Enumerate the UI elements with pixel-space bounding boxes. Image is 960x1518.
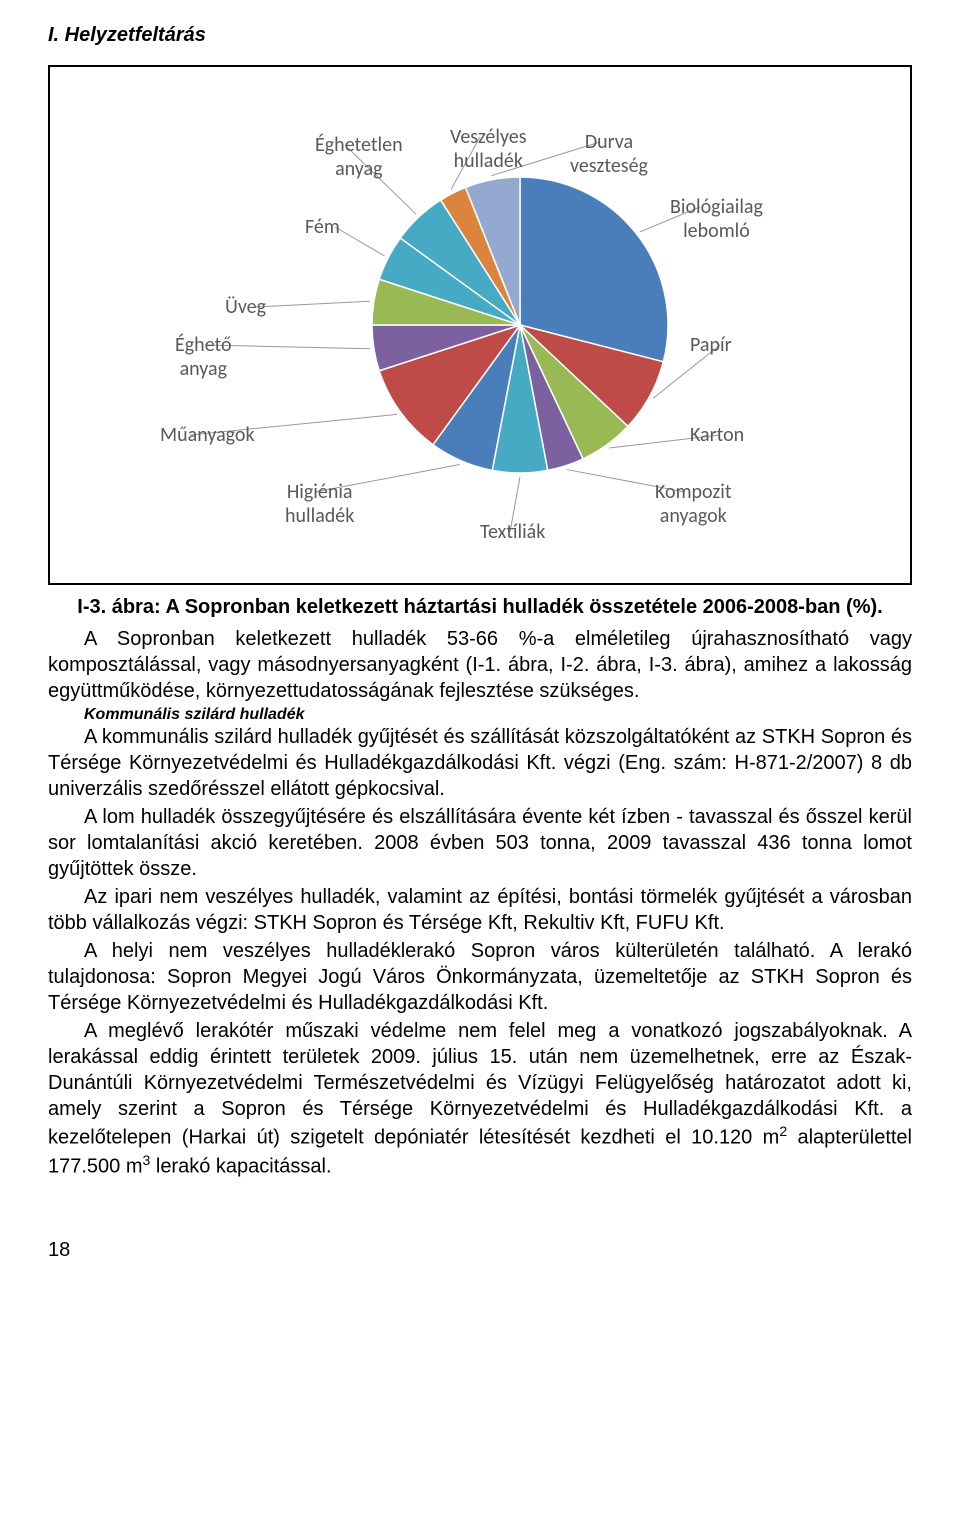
paragraph: A helyi nem veszélyes hulladéklerakó Sop…: [48, 938, 912, 1016]
slice-label: Kompozit anyagok: [655, 480, 732, 528]
leader-line: [255, 301, 370, 307]
pie-chart: Biológiailag lebomló Papír Karton Kompozit …: [70, 85, 890, 555]
slice-label: Textíliák: [480, 520, 545, 544]
paragraph: A meglévő lerakótér műszaki védelme nem …: [48, 1018, 912, 1179]
slice-label: Műanyagok: [160, 423, 255, 447]
leader-line: [335, 227, 385, 256]
chart-frame: Biológiailag lebomló Papír Karton Kompozit …: [48, 65, 912, 585]
slice-label: Fém: [305, 215, 340, 239]
slice-label: Veszélyes hulladék: [450, 125, 527, 173]
slice-label: Karton: [690, 423, 744, 447]
page-header: I. Helyzetfeltárás: [48, 24, 912, 47]
paragraph: A Sopronban keletkezett hulladék 53-66 %…: [48, 626, 912, 704]
paragraph: A lom hulladék összegyűjtésére és elszál…: [48, 804, 912, 882]
paragraph: Az ipari nem veszélyes hulladék, valamin…: [48, 884, 912, 936]
slice-label: Higiénia hulladék: [285, 480, 354, 528]
figure-caption: I-3. ábra: A Sopronban keletkezett házta…: [48, 595, 912, 620]
slice-label: Éghető anyag: [175, 333, 232, 381]
slice-label: Üveg: [225, 295, 266, 319]
paragraph: A kommunális szilárd hulladék gyűjtését …: [48, 724, 912, 802]
body-text: A Sopronban keletkezett hulladék 53-66 %…: [48, 626, 912, 1179]
slice-label: Papír: [690, 333, 732, 357]
subheading: Kommunális szilárd hulladék: [48, 706, 912, 724]
page-number: 18: [48, 1239, 912, 1262]
slice-label: Éghetetlen anyag: [315, 133, 403, 181]
slice-label: Biológiailag lebomló: [670, 195, 763, 243]
slice-label: Durva veszteség: [570, 130, 648, 178]
